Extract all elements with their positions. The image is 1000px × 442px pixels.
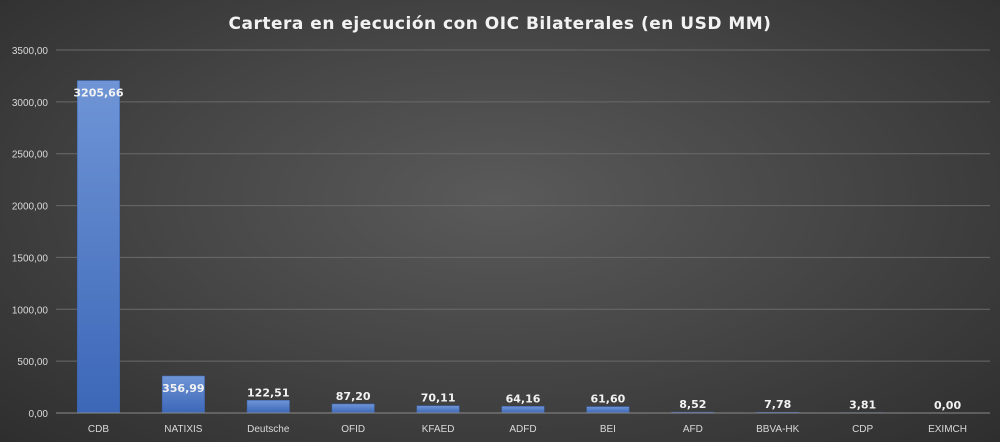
- y-tick-label: 3000,00: [12, 98, 49, 109]
- data-label: 7,78: [764, 398, 791, 411]
- y-tick-label: 1000,00: [12, 305, 49, 316]
- data-label: 122,51: [247, 386, 289, 399]
- data-label: 8,52: [679, 398, 706, 411]
- bar-kfaed: [416, 405, 460, 414]
- x-tick-label: NATIXIS: [164, 424, 202, 435]
- x-tick-label: Deutsche: [247, 424, 290, 435]
- data-label: 64,16: [506, 392, 541, 405]
- bars: 3205,66 356,99 122,51 87,20 70,11 64,16 61,60 8…: [73, 80, 961, 414]
- data-label: 3205,66: [73, 87, 123, 100]
- chart-title: Cartera en ejecución con OIC Bilaterales…: [229, 14, 772, 34]
- x-tick-label: BBVA-HK: [756, 424, 799, 435]
- gridlines: [56, 49, 990, 362]
- x-tick-label: BEI: [600, 424, 616, 435]
- y-tick-label: 3500,00: [12, 46, 49, 57]
- data-label: 70,11: [421, 392, 456, 405]
- x-tick-label: CDP: [852, 424, 873, 435]
- y-tick-label: 1500,00: [12, 253, 49, 264]
- x-tick-label: AFD: [683, 424, 703, 435]
- x-tick-label: CDB: [88, 424, 109, 435]
- x-tick-label: OFID: [341, 424, 365, 435]
- bar-deutsche: [246, 400, 290, 414]
- y-tick-label: 500,00: [17, 357, 48, 368]
- data-label: 356,99: [162, 382, 204, 395]
- y-tick-label: 2000,00: [12, 202, 49, 213]
- bar-ofid: [331, 403, 375, 414]
- data-label: 3,81: [849, 399, 876, 412]
- bar-cdb: [76, 80, 120, 414]
- data-label: 87,20: [336, 390, 371, 403]
- data-label: 0,00: [934, 399, 961, 412]
- y-tick-label: 0,00: [29, 409, 49, 420]
- x-tick-label: KFAED: [422, 424, 455, 435]
- x-tick-label: EXIMCH: [928, 424, 967, 435]
- y-tick-label: 2500,00: [12, 150, 49, 161]
- bar-adfd: [501, 406, 545, 414]
- x-axis-ticks: CDB NATIXIS Deutsche OFID KFAED ADFD BEI AFD BBV…: [88, 424, 967, 435]
- x-tick-label: ADFD: [509, 424, 536, 435]
- bar-bei: [586, 406, 630, 414]
- data-label: 61,60: [591, 393, 626, 406]
- y-axis-ticks: 0,00 500,00 1000,00 1500,00 2000,00 2500,00 30…: [12, 46, 49, 420]
